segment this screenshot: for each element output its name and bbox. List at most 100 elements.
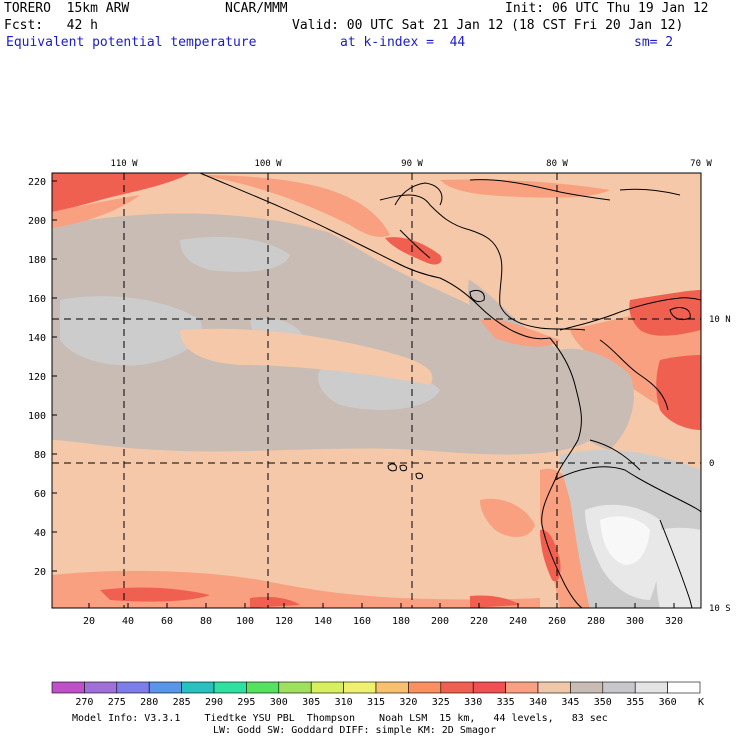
left-tick-label: 100: [28, 411, 46, 422]
map-frame: [51, 172, 702, 609]
lat-label: 10 N: [709, 315, 731, 325]
colorbar-label: 290: [205, 697, 223, 708]
colorbar-swatch: [375, 681, 409, 694]
bottom-tick-label: 80: [200, 616, 212, 627]
model-info-line1: Model Info: V3.3.1 Tiedtke YSU PBL Thomp…: [72, 713, 608, 724]
border-andes-2: [589, 439, 641, 471]
border-andes-1: [554, 466, 702, 513]
colorbar-swatch: [116, 681, 150, 694]
left-tick-label: 180: [28, 255, 46, 266]
colorbar-label: 310: [335, 697, 353, 708]
bottom-tick-label: 320: [665, 616, 683, 627]
bottom-tick-label: 120: [275, 616, 293, 627]
field-colombia-hot: [656, 355, 701, 430]
colorbar-label: 345: [561, 697, 579, 708]
coast-cuba: [469, 179, 611, 201]
left-axis-labels: 220 200 180 160 140 120 100 80 60 40 20: [28, 177, 46, 578]
colorbar-label: 275: [108, 697, 126, 708]
field-mid-band: [52, 213, 593, 455]
coast-ecuador-peru: [541, 479, 583, 609]
left-tick-label: 80: [34, 450, 46, 461]
colorbar-label: 360: [659, 697, 677, 708]
smoothing-label: sm= 2: [634, 35, 674, 50]
coast-south-america-north: [559, 297, 702, 331]
colorbar-swatch: [181, 681, 215, 694]
field-hot-mexico: [200, 175, 390, 237]
coastlines: [199, 172, 702, 609]
coast-hispaniola: [619, 188, 681, 196]
field-hot-nw: [52, 173, 190, 212]
colorbar-label: 335: [497, 697, 515, 708]
colorbar-swatch: [634, 681, 668, 694]
colorbar-label: 315: [367, 697, 385, 708]
colorbar-swatch: [84, 681, 118, 694]
colorbar-label: 340: [529, 697, 547, 708]
lon-label: 70 W: [690, 159, 712, 169]
lat-label: 0: [709, 459, 714, 469]
field-name: Equivalent potential temperature: [6, 35, 257, 50]
coast-central-america-caribbean: [379, 194, 586, 331]
colorbar-labels: 270 275 280 285 290 295 300 305 310 315 320 325 330 3…: [75, 697, 676, 708]
colorbar-swatch: [310, 681, 344, 694]
field-south-hot-2: [250, 596, 300, 608]
lon-label: 80 W: [546, 159, 568, 169]
colorbar-swatch: [440, 681, 474, 694]
graticule: [52, 173, 701, 608]
colorbar-swatch: [505, 681, 539, 694]
left-tick-label: 20: [34, 567, 46, 578]
bottom-axis: [88, 603, 675, 608]
colorbar-swatch: [537, 681, 571, 694]
left-axis: [52, 180, 57, 572]
bottom-tick-label: 180: [392, 616, 410, 627]
field-venezuela-hot: [629, 290, 701, 336]
coast-mexico-pacific: [199, 172, 551, 340]
colorbar-label: 285: [173, 697, 191, 708]
colorbar: [51, 681, 701, 694]
bottom-tick-label: 200: [431, 616, 449, 627]
bottom-tick-label: 60: [161, 616, 173, 627]
left-tick-label: 40: [34, 528, 46, 539]
field-south-hot-1: [100, 587, 210, 602]
border-amazon: [659, 519, 693, 609]
left-tick-label: 160: [28, 294, 46, 305]
colorbar-swatch: [213, 681, 247, 694]
colorbar-label: 270: [75, 697, 93, 708]
top-lon-labels: 110 W 100 W 90 W 80 W 70 W: [110, 159, 712, 169]
forecast-hour: Fcst: 42 h: [4, 18, 98, 33]
model-info-line2: LW: Godd SW: Goddard DIFF: simple KM: 2D…: [213, 725, 496, 736]
colorbar-swatch: [570, 681, 604, 694]
coast-venezuela-island: [669, 307, 691, 321]
left-tick-label: 140: [28, 333, 46, 344]
colorbar-label: 325: [432, 697, 450, 708]
lat-label: 10 S: [709, 604, 731, 614]
field-warm-band: [180, 328, 433, 385]
bottom-tick-label: 260: [548, 616, 566, 627]
colorbar-swatch: [602, 681, 636, 694]
colorbar-label: 295: [237, 697, 255, 708]
coast-colombia-pacific: [549, 337, 582, 481]
coast-yucatan: [394, 182, 443, 206]
lon-label: 90 W: [401, 159, 423, 169]
colorbar-unit: K: [698, 697, 704, 708]
colorbar-swatch: [51, 681, 85, 694]
colorbar-label: 355: [626, 697, 644, 708]
field-warm-nw: [52, 195, 140, 228]
left-tick-label: 120: [28, 372, 46, 383]
field-colombia-interior: [559, 348, 634, 450]
bottom-axis-labels: 20 40 60 80 100 120 140 160 180 200 220 …: [83, 616, 683, 627]
lon-label: 100 W: [254, 159, 282, 169]
colorbar-swatch: [278, 681, 312, 694]
init-time: Init: 06 UTC Thu 19 Jan 12: [505, 1, 709, 16]
field-warm-panama: [480, 319, 560, 347]
border-mexico-guatemala: [399, 229, 431, 259]
colorbar-label: 330: [464, 697, 482, 708]
bottom-tick-label: 220: [470, 616, 488, 627]
bottom-tick-label: 280: [587, 616, 605, 627]
model-title: TORERO 15km ARW: [4, 1, 130, 16]
field-hot-guatemala: [385, 237, 442, 265]
right-lat-labels: 10 N 0 10 S: [709, 315, 731, 614]
coast-galapagos: [387, 463, 423, 480]
colorbar-swatch: [408, 681, 442, 694]
valid-time: Valid: 00 UTC Sat 21 Jan 12 (18 CST Fri …: [292, 18, 684, 33]
